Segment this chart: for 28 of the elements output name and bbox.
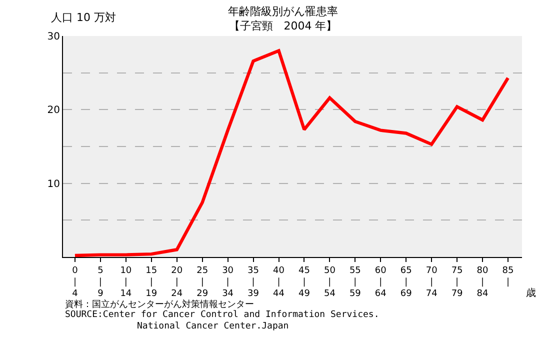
x-tick-label: 25 | 29 [196, 266, 208, 300]
x-tick-label: 80 | 84 [476, 266, 489, 300]
x-tick-label: 40 | 44 [273, 266, 285, 300]
x-axis-title: 歳 [526, 287, 536, 299]
y-tick-label: 30 [47, 32, 60, 42]
x-tick-label: 85 | [502, 266, 514, 288]
x-tick-label: 50 | 54 [324, 266, 336, 300]
x-tick-label: 60 | 64 [374, 266, 387, 300]
chart-title: 年齢階級別がん罹患率 [228, 5, 338, 18]
x-tick-label: 10 | 14 [120, 266, 132, 300]
chart-subtitle: 【子宮頸 2004 年】 [228, 19, 338, 32]
x-tick-label: 35 | 39 [248, 266, 260, 300]
line-series [73, 49, 510, 257]
x-tick-label: 5 | 9 [98, 266, 104, 300]
x-tick-label: 55 | 59 [349, 266, 362, 300]
y-tick-label: 10 [47, 178, 60, 190]
x-tick-label: 0 | 4 [72, 266, 78, 300]
x-tick-label: 75 | 79 [451, 266, 464, 300]
y-tick-label: 20 [47, 105, 60, 116]
x-tick-label: 15 | 19 [146, 266, 158, 300]
source-note: SOURCE:Center for Cancer Control and Information Services. National Cancer Center.Japan [65, 310, 380, 332]
x-tick-label: 30 | 34 [222, 266, 234, 300]
x-tick-label: 20 | 24 [171, 266, 183, 300]
text: 資料：国立がんセンターがん対策情報センター [65, 299, 254, 310]
x-tick-label: 70 | 74 [426, 266, 438, 300]
x-tick-label: 65 | 69 [400, 266, 412, 300]
x-tick-label: 45 | 49 [298, 266, 310, 300]
y-axis-title: 人口 10 万対 [51, 11, 116, 24]
